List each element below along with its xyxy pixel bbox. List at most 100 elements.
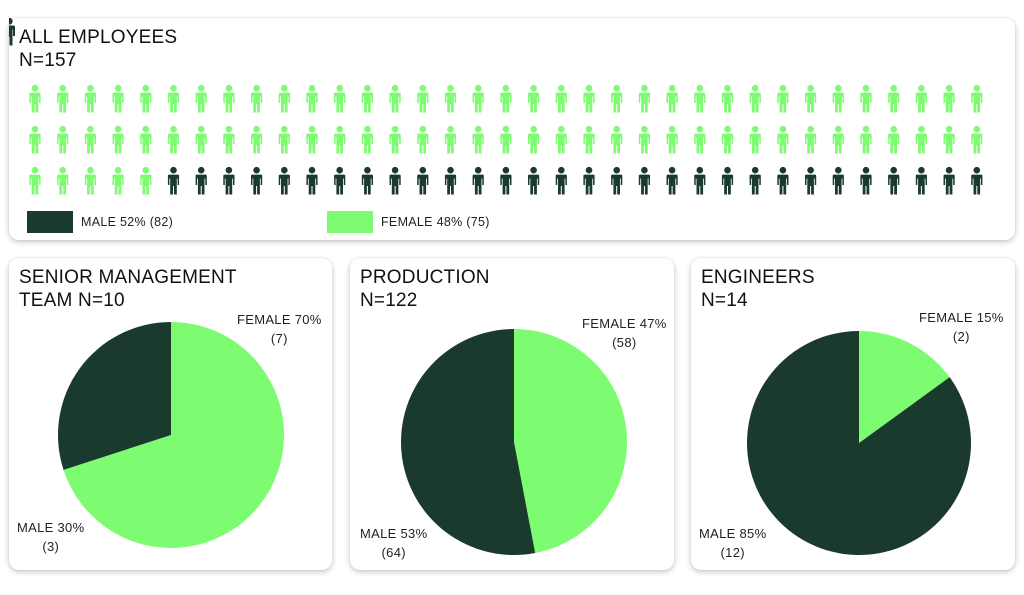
male-person-icon bbox=[888, 166, 900, 195]
female-person-icon bbox=[29, 125, 41, 154]
female-person-icon bbox=[666, 125, 678, 154]
senior-female-slice bbox=[63, 322, 284, 548]
female-person-icon bbox=[306, 84, 318, 113]
male-person-icon bbox=[666, 166, 678, 195]
legend-male: MALE 52% (82) bbox=[27, 211, 173, 233]
female-person-icon bbox=[84, 166, 96, 195]
male-person-icon bbox=[361, 166, 373, 195]
production-male-count: (64) bbox=[381, 545, 406, 560]
female-person-icon bbox=[860, 84, 872, 113]
female-person-icon bbox=[583, 125, 595, 154]
female-person-icon bbox=[278, 125, 290, 154]
engineers-male-label: MALE 85% (12) bbox=[699, 524, 766, 562]
engineers-female-percent: FEMALE 15% bbox=[919, 310, 1004, 325]
female-person-icon bbox=[389, 84, 401, 113]
production-title: PRODUCTION N=122 bbox=[360, 266, 490, 312]
female-person-icon bbox=[251, 125, 263, 154]
female-person-icon bbox=[832, 125, 844, 154]
production-card: PRODUCTION N=122 FEMALE 47% (58) MALE 53… bbox=[350, 258, 674, 570]
male-person-icon bbox=[583, 166, 595, 195]
female-person-icon bbox=[29, 84, 41, 113]
female-person-icon bbox=[167, 84, 180, 113]
female-person-icon bbox=[112, 166, 124, 195]
female-person-icon bbox=[611, 84, 623, 113]
female-person-icon bbox=[915, 125, 927, 154]
production-pie bbox=[401, 329, 628, 555]
female-person-icon bbox=[112, 84, 124, 113]
female-person-icon bbox=[805, 125, 817, 154]
female-person-icon bbox=[334, 125, 346, 154]
male-person-icon bbox=[500, 166, 512, 195]
female-person-icon bbox=[777, 125, 789, 154]
male-person-icon bbox=[611, 166, 623, 195]
female-person-icon bbox=[971, 84, 983, 113]
engineers-title-line2: N=14 bbox=[701, 290, 748, 311]
male-person-icon bbox=[417, 166, 429, 195]
female-person-icon bbox=[943, 125, 955, 154]
employee-pictogram bbox=[9, 18, 983, 195]
male-person-icon bbox=[306, 166, 318, 195]
male-person-icon bbox=[915, 166, 927, 195]
female-person-icon bbox=[140, 125, 152, 154]
female-person-icon bbox=[223, 84, 235, 113]
senior-management-pie bbox=[57, 322, 284, 548]
female-person-icon bbox=[361, 84, 373, 113]
female-person-icon bbox=[195, 84, 207, 113]
production-female-count: (58) bbox=[612, 335, 637, 350]
senior-title-line2: TEAM N=10 bbox=[19, 290, 125, 311]
female-person-icon bbox=[860, 125, 872, 154]
production-title-line1: PRODUCTION bbox=[360, 267, 490, 288]
female-person-icon bbox=[638, 125, 650, 154]
legend-female-label: FEMALE 48% (75) bbox=[381, 215, 490, 229]
male-person-icon bbox=[167, 166, 180, 195]
female-person-icon bbox=[57, 166, 69, 195]
female-person-icon bbox=[694, 84, 706, 113]
female-person-icon bbox=[971, 125, 983, 154]
female-person-icon bbox=[251, 84, 263, 113]
female-person-icon bbox=[389, 125, 401, 154]
production-female-percent: FEMALE 47% bbox=[582, 316, 667, 331]
production-female-slice bbox=[514, 329, 628, 553]
engineers-title-line1: ENGINEERS bbox=[701, 267, 815, 288]
senior-male-percent: MALE 30% bbox=[17, 520, 85, 535]
male-person-icon bbox=[444, 166, 457, 195]
female-person-icon bbox=[777, 84, 789, 113]
legend-male-swatch bbox=[27, 211, 73, 233]
female-person-icon bbox=[444, 84, 457, 113]
senior-title-line1: SENIOR MANAGEMENT bbox=[19, 267, 237, 288]
all-employees-title: ALL EMPLOYEES N=157 bbox=[19, 26, 177, 72]
senior-management-card: SENIOR MANAGEMENT TEAM N=10 FEMALE 70% (… bbox=[9, 258, 332, 570]
male-person-icon bbox=[943, 166, 955, 195]
male-person-icon bbox=[389, 166, 401, 195]
senior-male-slice bbox=[57, 322, 171, 470]
all-employees-card: ALL EMPLOYEES N=157 MALE 52% (82) FEMALE… bbox=[9, 18, 1015, 240]
legend-male-label: MALE 52% (82) bbox=[81, 215, 174, 229]
female-person-icon bbox=[444, 125, 457, 154]
senior-female-percent: FEMALE 70% bbox=[237, 312, 322, 327]
female-person-icon bbox=[749, 84, 761, 113]
production-male-percent: MALE 53% bbox=[360, 526, 428, 541]
female-person-icon bbox=[472, 125, 484, 154]
female-person-icon bbox=[528, 125, 540, 154]
senior-female-count: (7) bbox=[270, 331, 288, 346]
female-person-icon bbox=[57, 84, 69, 113]
engineers-card: ENGINEERS N=14 FEMALE 15% (2) MALE 85% (… bbox=[691, 258, 1015, 570]
female-person-icon bbox=[638, 84, 650, 113]
male-person-icon bbox=[971, 166, 983, 195]
female-person-icon bbox=[140, 166, 152, 195]
female-person-icon bbox=[805, 84, 817, 113]
male-person-icon bbox=[278, 166, 290, 195]
production-title-line2: N=122 bbox=[360, 290, 418, 311]
female-person-icon bbox=[915, 84, 927, 113]
legend-female-swatch bbox=[327, 211, 373, 233]
senior-male-count: (3) bbox=[42, 539, 60, 554]
female-person-icon bbox=[749, 125, 761, 154]
female-person-icon bbox=[611, 125, 623, 154]
all-employees-title-line2: N=157 bbox=[19, 50, 77, 71]
female-person-icon bbox=[278, 84, 290, 113]
senior-female-label: FEMALE 70% (7) bbox=[237, 310, 322, 348]
female-person-icon bbox=[84, 84, 96, 113]
legend-female: FEMALE 48% (75) bbox=[327, 211, 490, 233]
female-person-icon bbox=[888, 84, 900, 113]
female-person-icon bbox=[555, 125, 567, 154]
